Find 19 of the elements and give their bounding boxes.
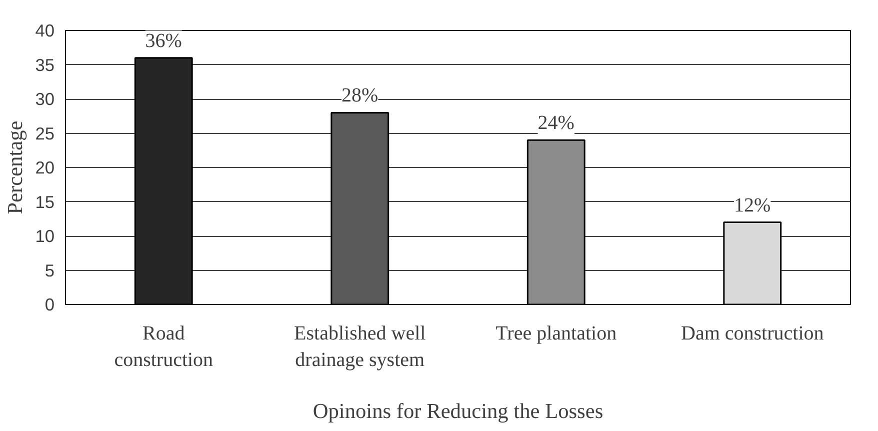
y-tick-label: 15 [35, 192, 55, 212]
y-tick-label: 10 [35, 226, 55, 246]
y-tick-label: 40 [35, 20, 55, 40]
y-axis-title: Percentage [3, 120, 28, 214]
data-label: 24% [538, 112, 574, 134]
x-tick-label: Road construction [114, 322, 214, 371]
y-tick-label: 20 [35, 158, 55, 178]
x-axis-title: Opinoins for Reducing the Losses [312, 398, 604, 423]
y-tick-label: 30 [35, 89, 55, 109]
y-tick-label: 25 [35, 123, 55, 144]
y-tick-label: 35 [35, 54, 55, 75]
y-tick-label: 5 [44, 260, 55, 280]
data-label: 12% [734, 194, 771, 216]
data-label: 28% [342, 84, 378, 107]
data-label: 36% [145, 30, 182, 52]
x-tick-label: Dam construction [681, 322, 824, 344]
x-tick-label: Established well drainage system [294, 322, 426, 371]
x-tick-label: Tree plantation [496, 322, 617, 344]
y-tick-label: 0 [44, 294, 55, 314]
